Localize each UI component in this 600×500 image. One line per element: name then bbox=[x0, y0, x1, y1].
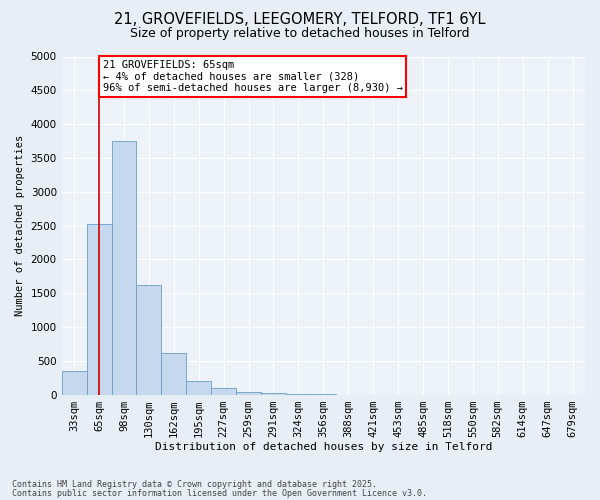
Bar bbox=[236, 392, 261, 394]
Text: Contains public sector information licensed under the Open Government Licence v3: Contains public sector information licen… bbox=[12, 490, 427, 498]
Text: 21, GROVEFIELDS, LEEGOMERY, TELFORD, TF1 6YL: 21, GROVEFIELDS, LEEGOMERY, TELFORD, TF1… bbox=[114, 12, 486, 28]
Text: 21 GROVEFIELDS: 65sqm
← 4% of detached houses are smaller (328)
96% of semi-deta: 21 GROVEFIELDS: 65sqm ← 4% of detached h… bbox=[103, 60, 403, 93]
Text: Contains HM Land Registry data © Crown copyright and database right 2025.: Contains HM Land Registry data © Crown c… bbox=[12, 480, 377, 489]
Bar bbox=[186, 381, 211, 394]
Text: Size of property relative to detached houses in Telford: Size of property relative to detached ho… bbox=[130, 28, 470, 40]
Y-axis label: Number of detached properties: Number of detached properties bbox=[15, 135, 25, 316]
Bar bbox=[86, 224, 112, 394]
Bar bbox=[161, 354, 186, 395]
Bar bbox=[211, 388, 236, 394]
Bar bbox=[62, 371, 86, 394]
Bar bbox=[136, 285, 161, 395]
X-axis label: Distribution of detached houses by size in Telford: Distribution of detached houses by size … bbox=[155, 442, 492, 452]
Bar bbox=[112, 141, 136, 395]
